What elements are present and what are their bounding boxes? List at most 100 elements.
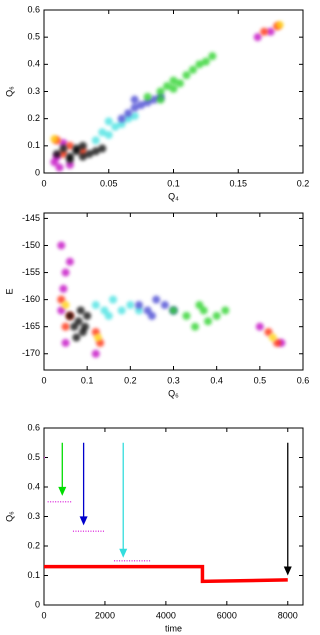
point [264,328,273,337]
point [253,33,262,42]
y-tick-label: 0.6 [27,4,40,14]
x-axis-label: Q₄ [168,191,179,201]
x-tick-label: 0.4 [210,375,223,385]
point [109,295,118,304]
x-tick-label: 0.05 [100,178,118,188]
point [134,301,143,310]
point [169,84,178,93]
point [65,141,74,150]
x-tick-label: 4000 [156,610,176,620]
y-tick-label: 0.5 [27,32,40,42]
point-cloud [57,295,282,347]
y-tick-label: 0 [35,167,40,177]
point [52,149,61,158]
x-tick-label: 0.1 [81,375,94,385]
point [182,71,191,80]
point [195,301,204,310]
point [72,333,81,342]
point [150,95,159,104]
point [156,95,165,104]
x-axis-label: Q₆ [168,388,179,398]
point [117,306,126,315]
point [57,241,66,250]
x-tick-label: 2000 [95,610,115,620]
y-axis-label: E [4,288,14,294]
arrow-head [119,548,128,558]
point [126,301,135,310]
point-cloud [134,295,178,320]
point [169,306,178,315]
point [204,317,213,326]
y-tick-label: 0.3 [27,86,40,96]
arrow-head [58,486,67,496]
panel: 0 0.05 0.1 0.15 0.2 0 0.1 0.2 0.3 0.4 0.5 0.6 Q₄ Q₆ [4,4,309,201]
x-tick-label: 0.2 [297,178,310,188]
point [81,322,90,331]
point-cloud [52,22,282,158]
point [50,135,59,144]
point [163,82,172,91]
point [275,20,284,29]
point [130,103,139,112]
point [98,128,107,137]
point [98,144,107,153]
x-tick-label: 0.6 [297,375,310,385]
point [61,338,70,347]
arrow-head [79,516,88,526]
point [65,155,74,164]
point [85,149,94,158]
point [59,144,68,153]
panel: 0 0.1 0.2 0.3 0.4 0.5 0.6 -170 -165 -160 -155 -150 -… [4,212,310,398]
x-tick-label: 0 [41,375,46,385]
y-tick-label: 0.4 [27,59,40,69]
point [191,322,200,331]
point [188,65,197,74]
point-cloud [91,111,139,145]
arrow-head [283,566,292,576]
point [65,257,74,266]
point [147,311,156,320]
y-tick-label: 0.3 [27,511,40,521]
point [137,101,146,110]
point [208,52,217,61]
point-cloud [169,301,230,331]
point [91,301,100,310]
point [255,322,264,331]
point [104,130,113,139]
point [55,163,64,172]
point [83,311,92,320]
point [104,117,113,126]
x-tick-label: 8000 [278,610,298,620]
y-tick-label: -150 [22,240,40,250]
y-tick-label: 0 [35,599,40,609]
point [169,76,178,85]
x-tick-label: 0.1 [167,178,180,188]
point [59,284,68,293]
point [61,268,70,277]
point [100,306,109,315]
point [57,295,66,304]
y-tick-label: 0.5 [27,452,40,462]
point [221,306,230,315]
y-axis-label: Q₆ [4,511,14,522]
point [72,144,81,153]
point [268,333,277,342]
point [61,322,70,331]
point [143,306,152,315]
y-tick-label: 0.2 [27,540,40,550]
point-cloud [50,20,284,144]
point [61,301,70,310]
y-tick-label: 0.1 [27,140,40,150]
point [76,306,85,315]
y-tick-label: -145 [22,213,40,223]
y-tick-label: -155 [22,267,40,277]
point-cloud [91,295,143,320]
point-cloud [143,52,217,104]
point [212,311,221,320]
x-tick-label: 0 [41,178,46,188]
point [201,57,210,66]
plot-frame [43,212,304,371]
series-line [44,564,288,584]
y-tick-label: -165 [22,321,40,331]
y-tick-label: 0.6 [27,422,40,432]
